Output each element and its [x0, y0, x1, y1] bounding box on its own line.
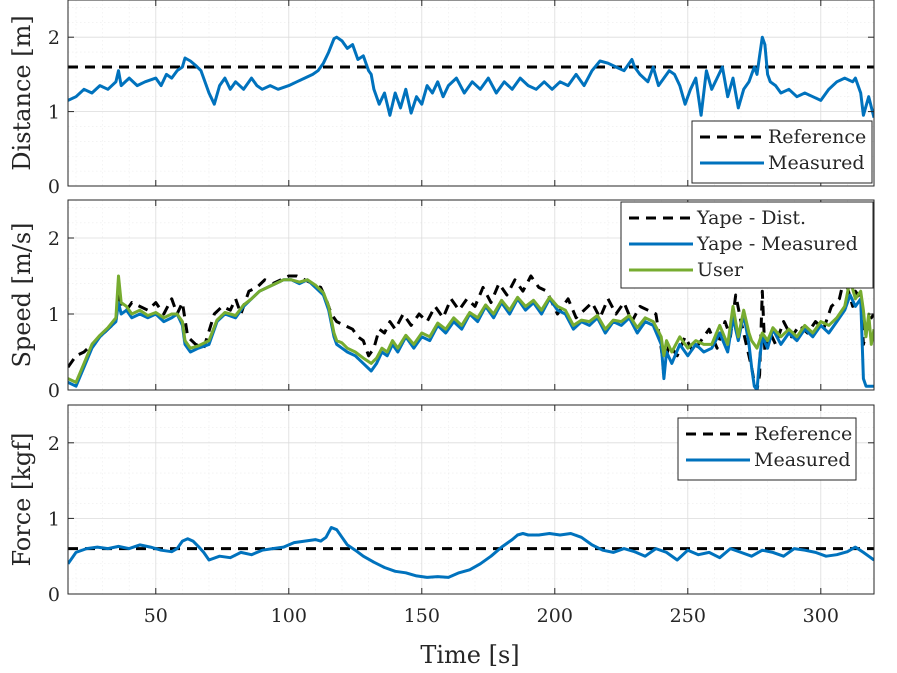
- distance-panel: 0 1 2 Distance [m] Reference Measured: [8, 0, 875, 198]
- legend: Reference Measured: [677, 417, 857, 481]
- y-tick-label: 0: [48, 176, 60, 198]
- series-line-measured: [68, 35, 874, 118]
- y-axis-label: Force [kgf]: [8, 432, 36, 566]
- y-tick-label: 2: [48, 27, 60, 49]
- legend-label-user: User: [697, 259, 744, 281]
- legend-label-reference: Reference: [754, 423, 852, 445]
- x-tick-label: 200: [537, 605, 573, 627]
- legend-label-yape-dist: Yape - Dist.: [696, 207, 806, 229]
- x-tick-label: 250: [670, 605, 706, 627]
- x-tick-label: 150: [404, 605, 440, 627]
- axes-box: [67, 199, 875, 391]
- y-tick-label: 2: [48, 228, 60, 250]
- legend-label-reference: Reference: [768, 126, 866, 148]
- x-tick-label: 100: [271, 605, 307, 627]
- x-axis-label: Time [s]: [420, 641, 519, 669]
- legend-box: [677, 417, 857, 481]
- y-tick-label: 1: [48, 102, 60, 124]
- series-line-yape-measured: [68, 278, 874, 390]
- speed-panel: 0 1 2 Speed [m/s] Yape - Dist. Yape - Measure…: [8, 199, 875, 402]
- y-tick-label: 1: [48, 304, 60, 326]
- y-axis-label: Distance [m]: [8, 15, 36, 170]
- x-tick-label: 300: [803, 605, 839, 627]
- series-group: [68, 526, 874, 579]
- series-group: [68, 274, 874, 390]
- series-line-user: [68, 274, 874, 384]
- series-group: [68, 35, 874, 118]
- legend: Reference Measured: [691, 120, 873, 184]
- legend: Yape - Dist. Yape - Measured User: [620, 201, 874, 289]
- legend-box: [691, 120, 873, 184]
- y-tick-label: 2: [48, 433, 60, 455]
- y-tick-label: 0: [48, 380, 60, 402]
- y-axis-label: Speed [m/s]: [8, 222, 36, 367]
- legend-label-yape-measured: Yape - Measured: [696, 233, 858, 255]
- axes-box: [67, 404, 875, 595]
- y-tick-label: 0: [48, 584, 60, 606]
- grid: [68, 0, 875, 187]
- axes-box: [67, 0, 875, 187]
- x-tick-label: 50: [144, 605, 168, 627]
- force-panel: 50 100 150 200 250 300 0 1 2 Force [kgf] Reference…: [8, 404, 875, 627]
- legend-label-measured: Measured: [754, 449, 851, 471]
- series-line-measured: [68, 526, 874, 579]
- legend-label-measured: Measured: [768, 152, 865, 174]
- y-tick-label: 1: [48, 508, 60, 530]
